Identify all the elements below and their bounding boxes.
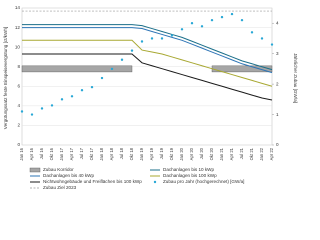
data-dot [120,58,124,61]
data-dot [80,89,84,92]
series-line [22,53,273,101]
y-axis-label: Vergütungssatz feste Einspeisevergütung … [3,27,8,129]
y-tick-label: 4 [17,103,20,108]
legend-label: Nichtwohngebäude und Freiflächen bis 100… [43,179,142,184]
x-tick-label: Apr 17 [69,147,74,160]
data-dot [60,98,64,101]
chart: Vergütungssatz feste Einspeisevergütung … [0,0,300,194]
data-dot [20,110,24,113]
x-tick-label: Okt 16 [49,147,54,160]
x-tick-label: Okt 19 [169,147,174,160]
x-tick-label: Apr 22 [269,147,274,160]
y-tick-label: 2 [17,123,20,128]
x-tick-label: Okt 21 [249,147,254,160]
y2-tick-label: 4 [276,20,279,25]
series-line [22,24,273,71]
corridor-band [21,65,133,73]
data-dot [30,113,34,116]
data-dot [110,67,114,71]
y2-tick-label: 1 [276,112,279,117]
series-line [22,39,273,87]
x-tick-label: Jan 20 [179,147,184,160]
data-dot [130,49,134,52]
x-tick-label: Apr 21 [229,147,234,160]
x-tick-label: Jul 19 [159,147,164,159]
x-tick-label: Jan 17 [59,147,64,160]
data-dot [220,15,224,19]
x-tick-label: Okt 17 [89,147,94,160]
x-tick-label: Jan 18 [99,147,104,160]
legend-label: Dachanlagen bis 100 kWp [163,173,217,178]
data-dot [230,12,234,16]
data-dot [170,34,174,37]
data-dot [140,40,144,43]
y2-tick-label: 2 [276,81,279,86]
data-dot [180,28,184,31]
y-tick-label: 6 [17,84,20,89]
data-dot [40,107,44,110]
data-dot [260,37,264,40]
y-tick-label: 12 [15,25,21,30]
x-tick-label: Jul 17 [79,147,84,159]
series-line [22,27,273,74]
x-tick-label: Jan 21 [219,147,224,160]
y2-tick-label: 0 [276,142,279,147]
data-dot [100,76,104,80]
data-dot [240,18,244,22]
data-dot [200,25,204,28]
data-dot [50,104,54,107]
x-tick-label: Okt 18 [129,147,134,160]
legend-label: Zubau Ziel 2023 [43,185,77,190]
y-tick-label: 10 [15,44,21,49]
legend-label: Dachanlagen bis 10 kWp [163,167,215,172]
data-dot [160,37,164,40]
x-tick-label: Apr 19 [149,147,154,160]
x-tick-label: Apr 16 [29,147,34,160]
x-tick-label: Jan 22 [259,147,264,160]
background [0,0,300,194]
x-tick-label: Okt 20 [209,147,214,160]
y-tick-label: 14 [15,5,21,10]
legend-label: Dachanlagen bis 40 kWp [43,173,95,178]
legend-swatch [153,180,157,184]
data-dot [150,37,154,40]
y-tick-label: 0 [17,142,20,147]
x-tick-label: Jan 19 [139,147,144,160]
x-tick-label: Apr 18 [109,147,114,160]
data-dot [70,95,74,98]
x-tick-label: Jul 21 [239,147,244,159]
data-dot [210,18,214,22]
y2-axis-label: Jährlicher Zubau [GW/a] [293,53,298,103]
x-tick-label: Jan 16 [19,147,24,160]
legend-label: Zubau pro Jahr (hochgerechnet) [GW/a] [163,179,244,184]
x-tick-label: Jul 20 [199,147,204,159]
data-dot [250,31,254,34]
y2-tick-label: 3 [276,51,279,56]
data-dot [270,43,274,46]
data-dot [90,85,94,89]
y-tick-label: 8 [17,64,20,69]
x-tick-label: Jul 16 [39,147,44,159]
x-tick-label: Apr 20 [189,147,194,160]
x-tick-label: Jul 18 [119,147,124,159]
data-dot [190,22,194,25]
legend-label: Zubau Korridor [43,167,74,172]
legend-swatch [29,167,41,173]
